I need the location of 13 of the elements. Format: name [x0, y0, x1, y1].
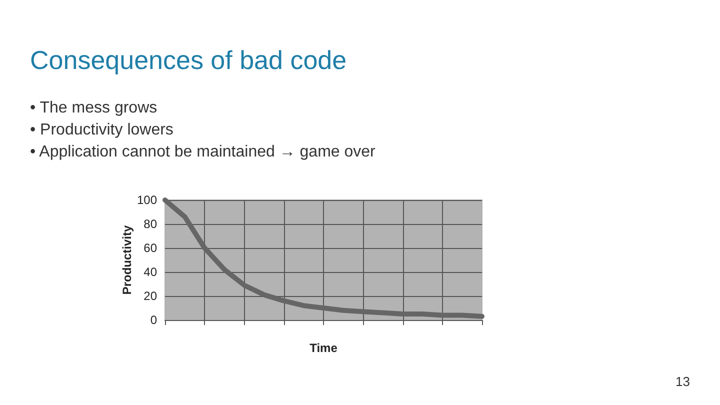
y-axis-title: Productivity	[120, 225, 134, 295]
y-tick-label: 20	[144, 289, 158, 303]
x-axis-title: Time	[310, 341, 338, 355]
y-tick-label: 60	[144, 241, 158, 255]
y-tick-label: 80	[144, 217, 158, 231]
text: • The mess grows	[30, 100, 158, 116]
y-tick-label: 0	[150, 313, 158, 327]
y-tick-label: 40	[144, 265, 158, 279]
text: 13	[676, 374, 690, 389]
text: • Application cannot be maintained → game over	[30, 144, 376, 160]
text: • Productivity lowers	[30, 122, 174, 138]
y-tick-label: 100	[136, 193, 158, 207]
chart-title: Consequences of bad code	[30, 45, 347, 75]
